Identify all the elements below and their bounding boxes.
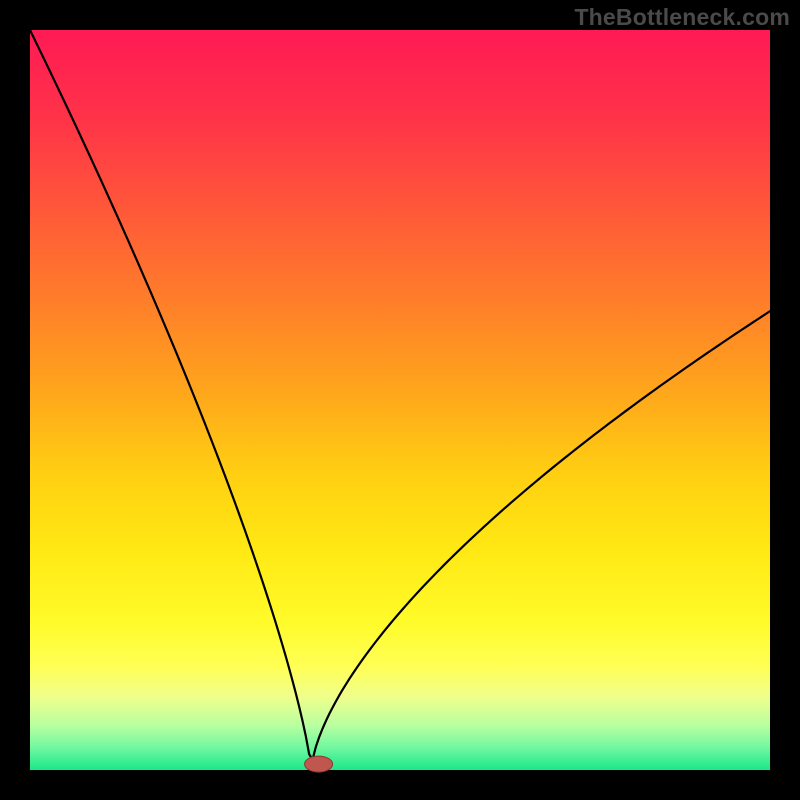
chart-canvas: TheBottleneck.com — [0, 0, 800, 800]
watermark-text: TheBottleneck.com — [574, 4, 790, 31]
watermark-label: TheBottleneck.com — [574, 4, 790, 30]
bottleneck-chart-svg — [0, 0, 800, 800]
plot-area — [30, 30, 770, 770]
minimum-marker — [305, 756, 333, 772]
